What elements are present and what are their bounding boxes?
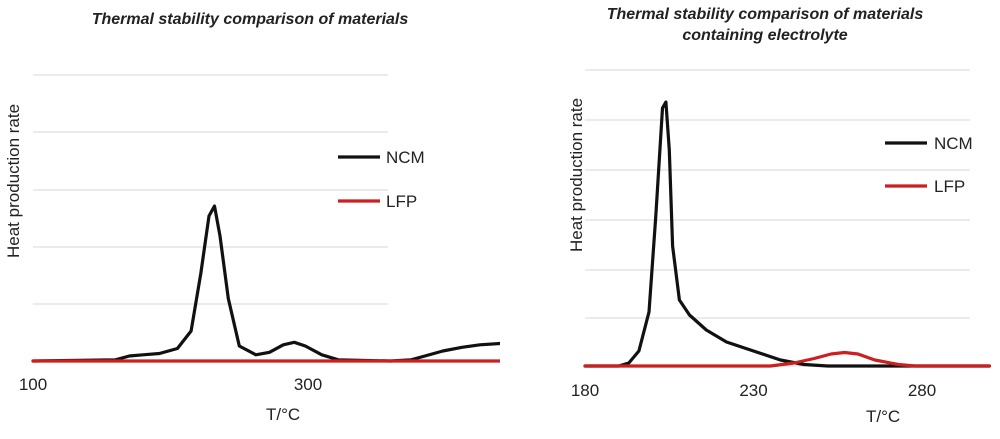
y-axis-label: Heat production rate [567,97,586,252]
series-line-ncm [583,100,991,368]
x-tick-label: 300 [294,375,322,394]
chart-panel-left: Thermal stability comparison of material… [4,11,500,424]
chart-title: Thermal stability comparison of material… [530,4,1000,46]
legend-label-lfp: LFP [934,177,965,196]
chart-plot-left: 100300500NCMLFP [19,74,500,394]
x-axis-label: T/°C [866,407,901,426]
chart-title: Thermal stability comparison of material… [91,11,409,28]
legend-label-lfp: LFP [386,192,417,211]
x-axis-label: T/°C [266,405,301,424]
chart-title-line-1: Thermal stability comparison of material… [606,6,924,23]
x-tick-label: 100 [19,375,47,394]
legend-label-ncm: NCM [386,148,425,167]
chart-plot-right: 180 230 280 NCM LFP [571,69,991,400]
x-tick-label: 180 [571,381,599,400]
chart-panel-right: Thermal stability comparison of material… [500,0,1000,439]
series-line-lfp [583,350,991,368]
chart-title-line-2: containing electrolyte [682,27,848,44]
x-tick-label: 230 [739,381,767,400]
legend-label-ncm: NCM [934,134,973,153]
series-line-ncm [31,204,500,363]
x-tick-label: 280 [908,381,936,400]
